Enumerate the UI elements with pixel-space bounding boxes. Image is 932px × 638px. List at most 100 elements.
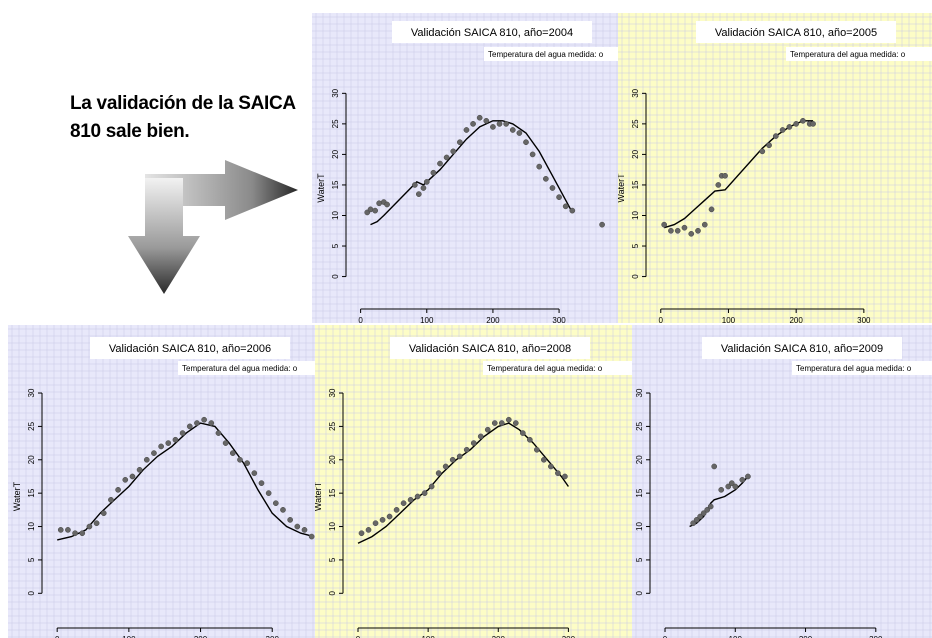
chart-svg: Validación SAICA 810, año=2008 Temperatur… <box>315 325 632 638</box>
measured-point <box>496 121 503 127</box>
measured-point <box>86 523 93 530</box>
measured-point <box>484 426 491 433</box>
y-tick-label: 0 <box>331 274 340 279</box>
y-tick-label: 15 <box>635 488 644 497</box>
measured-point <box>229 450 236 456</box>
measured-point <box>384 201 390 208</box>
y-tick-label: 30 <box>331 88 340 97</box>
measured-point <box>165 440 172 446</box>
measured-point <box>280 507 286 513</box>
measured-point <box>759 148 766 155</box>
measured-point <box>745 473 751 480</box>
chart-svg: Validación SAICA 810, año=2009 Temperatur… <box>632 325 932 638</box>
legend-text: Temperatura del agua medida: o <box>796 364 912 373</box>
y-tick-label: 25 <box>331 119 340 128</box>
measured-point <box>151 450 157 456</box>
chart-panel-2009: Validación SAICA 810, año=2009 Temperatur… <box>632 325 932 638</box>
measured-point <box>722 172 728 179</box>
y-axis-label: WaterT <box>12 481 22 511</box>
measured-point <box>707 503 714 510</box>
measured-point <box>548 463 554 470</box>
measured-point <box>701 221 708 228</box>
legend-box <box>792 361 932 375</box>
y-tick-label: 15 <box>631 180 640 189</box>
measured-point <box>569 207 576 214</box>
measured-point <box>519 430 526 436</box>
legend-text: Temperatura del agua medida: o <box>182 364 298 373</box>
measured-point <box>136 466 143 473</box>
y-tick-label: 20 <box>331 149 340 158</box>
x-tick-label: 200 <box>486 316 500 323</box>
measured-point <box>668 227 674 234</box>
right-arrow-icon <box>145 160 298 235</box>
measured-point <box>456 453 463 460</box>
title-box <box>702 337 902 359</box>
y-tick-label: 20 <box>27 455 36 464</box>
y-tick-label: 30 <box>328 388 337 397</box>
legend-box <box>484 47 634 61</box>
measured-point <box>549 185 556 191</box>
measured-point <box>437 160 443 167</box>
measured-point <box>700 510 707 517</box>
title-box <box>90 337 290 359</box>
chart-panel-2004: Validación SAICA 810, año=2004 Temperatur… <box>312 13 634 323</box>
model-line <box>57 422 314 541</box>
measured-point <box>65 527 71 533</box>
measured-point <box>562 203 569 210</box>
x-tick-label: 0 <box>663 635 668 638</box>
measured-point <box>477 433 484 440</box>
measured-point <box>708 206 715 213</box>
measured-point <box>732 483 739 490</box>
measured-point <box>450 148 457 155</box>
x-tick-label: 300 <box>857 316 871 323</box>
y-tick-label: 10 <box>27 522 36 531</box>
measured-point <box>358 530 365 537</box>
measured-point <box>555 470 561 476</box>
measured-point <box>287 517 294 523</box>
measured-point <box>143 456 150 463</box>
y-tick-label: 25 <box>631 119 640 128</box>
caption-text: La validación de la SAICA 810 sale bien. <box>70 93 296 142</box>
measured-point <box>421 490 428 497</box>
x-tick-label: 100 <box>729 635 743 638</box>
measured-point <box>237 456 243 463</box>
grid-lines <box>312 13 634 323</box>
chart-svg: Validación SAICA 810, año=2004 Temperatur… <box>312 13 634 323</box>
measured-point <box>201 416 207 423</box>
measured-point <box>779 127 786 133</box>
measured-point <box>704 507 711 513</box>
legend-box <box>483 361 632 375</box>
measured-point <box>693 517 700 523</box>
measured-point <box>265 490 272 497</box>
measured-point <box>407 496 414 503</box>
x-tick-label: 200 <box>492 635 506 638</box>
y-tick-label: 20 <box>631 149 640 158</box>
y-tick-label: 0 <box>631 274 640 279</box>
y-tick-label: 0 <box>635 591 644 596</box>
y-tick-label: 0 <box>328 591 337 596</box>
measured-point <box>772 133 779 139</box>
measured-point <box>258 480 265 486</box>
measured-point <box>810 121 816 127</box>
measured-point <box>412 182 418 188</box>
x-tick-label: 300 <box>266 635 280 638</box>
measured-point <box>786 124 793 130</box>
measured-point <box>728 480 735 486</box>
y-tick-label: 25 <box>328 421 337 430</box>
measured-point <box>483 117 490 124</box>
x-tick-label: 100 <box>420 316 434 323</box>
y-tick-label: 30 <box>27 388 36 397</box>
measured-point <box>379 517 386 523</box>
measured-point <box>715 182 722 188</box>
measured-point <box>172 436 179 443</box>
y-tick-label: 5 <box>328 557 337 562</box>
measured-point <box>251 470 258 476</box>
x-tick-label: 300 <box>562 635 576 638</box>
x-tick-label: 100 <box>421 635 435 638</box>
y-tick-label: 5 <box>27 557 36 562</box>
legend-text: Temperatura del agua medida: o <box>488 50 604 59</box>
measured-point <box>158 443 164 450</box>
legend-box <box>178 361 328 375</box>
measured-point <box>739 476 746 483</box>
measured-point <box>93 520 100 527</box>
